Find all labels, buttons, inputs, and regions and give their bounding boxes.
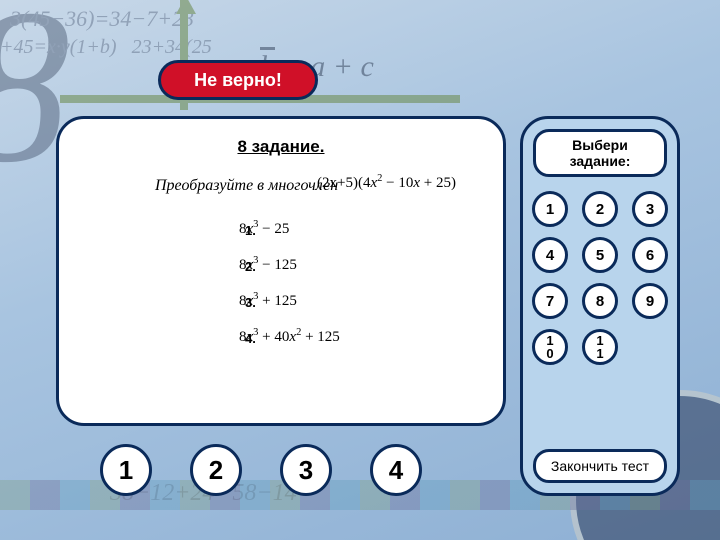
task-selector-panel: Выбери задание: 1 2 3 4 5 6 7 8 9 10 11 … bbox=[520, 116, 680, 496]
bg-equation-1: 3(45−36)=34−7+23 bbox=[10, 6, 194, 32]
answer-button-3[interactable]: 3 bbox=[280, 444, 332, 496]
answer-option: 3. 8x3 + 125 bbox=[245, 295, 475, 315]
answer-expr: 8x3 + 40x2 + 125 bbox=[239, 329, 340, 346]
question-prompt-row: Преобразуйте в многочлен (2x+5)(4x2 − 10… bbox=[87, 177, 475, 199]
answer-button-4[interactable]: 4 bbox=[370, 444, 422, 496]
task-button-11[interactable]: 11 bbox=[582, 329, 618, 365]
task-grid: 1 2 3 4 5 6 7 8 9 10 11 bbox=[532, 191, 668, 365]
answer-expr: 8x3 + 125 bbox=[239, 293, 297, 310]
answer-button-1[interactable]: 1 bbox=[100, 444, 152, 496]
answer-option: 2. 8x3 − 125 bbox=[245, 259, 475, 279]
task-button-1[interactable]: 1 bbox=[532, 191, 568, 227]
task-button-4[interactable]: 4 bbox=[532, 237, 568, 273]
question-title: 8 задание. bbox=[87, 137, 475, 157]
task-button-9[interactable]: 9 bbox=[632, 283, 668, 319]
task-button-6[interactable]: 6 bbox=[632, 237, 668, 273]
task-button-5[interactable]: 5 bbox=[582, 237, 618, 273]
answer-expr: 8x3 − 25 bbox=[239, 221, 289, 238]
question-expression: (2x+5)(4x2 − 10x + 25) bbox=[317, 175, 456, 192]
answer-expr: 8x3 − 125 bbox=[239, 257, 297, 274]
answer-button-2[interactable]: 2 bbox=[190, 444, 242, 496]
task-button-2[interactable]: 2 bbox=[582, 191, 618, 227]
feedback-badge: Не верно! bbox=[158, 60, 318, 100]
task-button-10[interactable]: 10 bbox=[532, 329, 568, 365]
task-button-7[interactable]: 7 bbox=[532, 283, 568, 319]
task-button-3[interactable]: 3 bbox=[632, 191, 668, 227]
task-selector-header: Выбери задание: bbox=[533, 129, 667, 177]
answer-list: 1. 8x3 − 25 2. 8x3 − 125 3. 8x3 + 125 4.… bbox=[245, 223, 475, 351]
bg-axis-arrow bbox=[176, 0, 196, 14]
answer-option: 1. 8x3 − 25 bbox=[245, 223, 475, 243]
feedback-text: Не верно! bbox=[194, 70, 282, 91]
question-prompt: Преобразуйте в многочлен bbox=[155, 177, 338, 195]
finish-test-button[interactable]: Закончить тест bbox=[533, 449, 667, 483]
question-card: 8 задание. Преобразуйте в многочлен (2x+… bbox=[56, 116, 506, 426]
task-button-8[interactable]: 8 bbox=[582, 283, 618, 319]
answer-buttons-row: 1 2 3 4 bbox=[100, 444, 422, 496]
answer-option: 4. 8x3 + 40x2 + 125 bbox=[245, 331, 475, 351]
